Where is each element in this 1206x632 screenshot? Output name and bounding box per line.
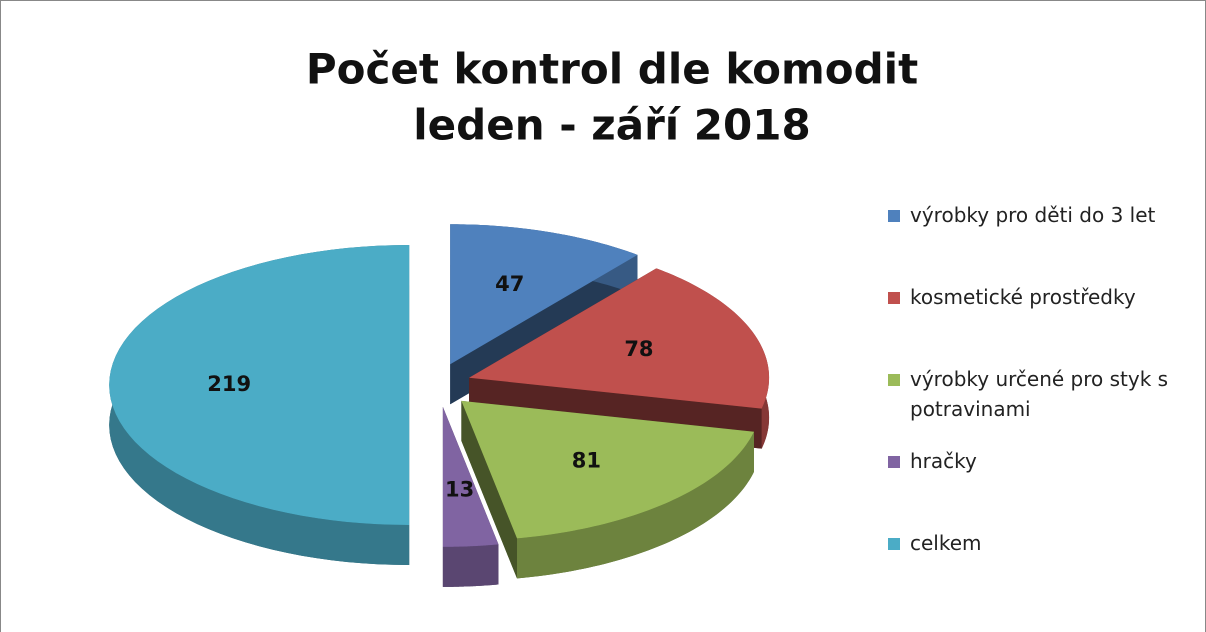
legend-swatch	[888, 210, 900, 222]
legend-label: hračky	[910, 449, 977, 473]
data-label: 81	[572, 448, 601, 472]
legend-label: výrobky pro děti do 3 let	[910, 203, 1156, 227]
legend-swatch	[888, 292, 900, 304]
slice-side	[517, 431, 754, 579]
slice	[109, 245, 410, 565]
chart-title: Počet kontrol dle komodit	[306, 45, 918, 94]
slice-side	[442, 544, 499, 587]
slice-top	[450, 224, 638, 365]
legend-swatch	[888, 538, 900, 550]
slice-top	[469, 268, 770, 409]
legend-item: kosmetické prostředky	[888, 282, 1198, 364]
legend-label: kosmetické prostředky	[910, 285, 1136, 309]
legend-label: výrobky určené pro styk s potravinami	[910, 367, 1169, 421]
slice	[442, 406, 499, 587]
legend-label: celkem	[910, 531, 982, 555]
data-label: 219	[207, 372, 251, 396]
slice-top	[442, 406, 499, 547]
legend-item: hračky	[888, 446, 1198, 528]
legend: výrobky pro děti do 3 let kosmetické pros…	[888, 200, 1198, 610]
legend-item: celkem	[888, 528, 1198, 610]
data-label: 78	[624, 337, 653, 361]
legend-item: výrobky pro děti do 3 let	[888, 200, 1198, 282]
chart-subtitle: leden - září 2018	[413, 101, 810, 150]
slice-top	[109, 245, 410, 525]
data-label: 13	[445, 478, 474, 502]
legend-swatch	[888, 374, 900, 386]
data-label: 47	[495, 272, 524, 296]
legend-item: výrobky určené pro styk s potravinami	[888, 364, 1198, 446]
legend-swatch	[888, 456, 900, 468]
slice-wall	[461, 400, 518, 579]
slice-top	[461, 400, 754, 539]
slice	[461, 400, 754, 579]
